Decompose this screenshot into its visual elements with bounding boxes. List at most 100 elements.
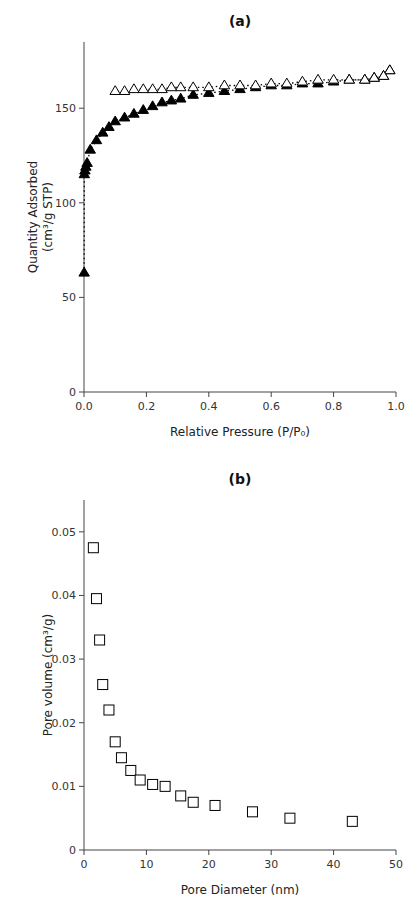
y-axis-line bbox=[84, 500, 85, 850]
x-tick-label: 1.0 bbox=[387, 400, 405, 413]
x-tick-label: 0.6 bbox=[262, 400, 280, 413]
y-tick bbox=[79, 392, 84, 393]
point bbox=[204, 82, 214, 91]
x-tick-label: 50 bbox=[389, 858, 403, 871]
y-tick-label: 0.04 bbox=[52, 589, 77, 602]
series-line bbox=[115, 70, 390, 91]
point bbox=[247, 807, 257, 817]
point bbox=[176, 791, 186, 801]
x-axis-line bbox=[84, 392, 396, 393]
x-tick-label: 10 bbox=[139, 858, 153, 871]
series bbox=[79, 65, 395, 276]
point bbox=[79, 267, 89, 276]
point bbox=[266, 78, 276, 87]
x-tick bbox=[208, 850, 209, 855]
point bbox=[297, 76, 307, 85]
point bbox=[110, 116, 120, 125]
point bbox=[147, 101, 157, 110]
point bbox=[166, 95, 176, 104]
y-tick bbox=[79, 297, 84, 298]
x-tick bbox=[146, 392, 147, 397]
point bbox=[360, 74, 370, 83]
x-tick bbox=[208, 392, 209, 397]
point bbox=[369, 72, 379, 81]
x-tick-label: 0.2 bbox=[138, 400, 156, 413]
y-tick bbox=[79, 531, 84, 532]
x-tick bbox=[333, 850, 334, 855]
y-tick-label: 50 bbox=[62, 291, 76, 304]
y-tick bbox=[79, 786, 84, 787]
x-tick-label: 20 bbox=[202, 858, 216, 871]
point bbox=[175, 93, 185, 102]
y-axis-label: Quantity Adsorbed(cm³/g STP) bbox=[26, 161, 55, 273]
x-axis-line bbox=[84, 850, 396, 851]
x-tick-label: 0 bbox=[81, 858, 88, 871]
point bbox=[157, 84, 167, 93]
point bbox=[148, 779, 158, 789]
point bbox=[235, 80, 245, 89]
point bbox=[347, 816, 357, 826]
y-tick-label: 0.02 bbox=[52, 717, 77, 730]
title: (a) bbox=[229, 13, 251, 29]
point bbox=[138, 84, 148, 93]
y-axis-label-line: (cm³/g STP) bbox=[41, 182, 55, 252]
panel: 0102030405000.010.020.030.040.05(b)Pore … bbox=[41, 471, 403, 897]
point bbox=[91, 594, 101, 604]
point bbox=[88, 543, 98, 553]
point bbox=[98, 680, 108, 690]
point bbox=[95, 635, 105, 645]
x-tick bbox=[396, 392, 397, 397]
x-tick bbox=[84, 392, 85, 397]
x-tick bbox=[396, 850, 397, 855]
x-tick-label: 0.4 bbox=[200, 400, 218, 413]
series-line bbox=[84, 70, 390, 272]
point bbox=[219, 80, 229, 89]
x-axis-label: Relative Pressure (P/P₀) bbox=[170, 425, 310, 439]
y-tick-label: 0.01 bbox=[52, 780, 77, 793]
point bbox=[104, 705, 114, 715]
point bbox=[135, 775, 145, 785]
point bbox=[126, 765, 136, 775]
x-tick bbox=[84, 850, 85, 855]
y-tick bbox=[79, 595, 84, 596]
point bbox=[210, 800, 220, 810]
y-axis-label-line: Pore volume (cm³/g) bbox=[41, 614, 55, 736]
x-tick-label: 0.8 bbox=[325, 400, 343, 413]
point bbox=[129, 108, 139, 117]
point bbox=[157, 97, 167, 106]
point bbox=[188, 797, 198, 807]
point bbox=[344, 74, 354, 83]
y-axis-label-line: Quantity Adsorbed bbox=[26, 161, 40, 273]
x-axis-label: Pore Diameter (nm) bbox=[181, 883, 300, 897]
point bbox=[313, 74, 323, 83]
y-tick-label: 0.03 bbox=[52, 653, 77, 666]
point bbox=[175, 82, 185, 91]
point bbox=[385, 65, 395, 74]
point bbox=[188, 82, 198, 91]
y-tick-label: 0 bbox=[69, 844, 76, 857]
point bbox=[119, 112, 129, 121]
y-axis-line bbox=[84, 42, 85, 392]
point bbox=[282, 78, 292, 87]
title: (b) bbox=[229, 471, 252, 487]
y-tick bbox=[79, 202, 84, 203]
point bbox=[110, 737, 120, 747]
series bbox=[88, 543, 357, 827]
point bbox=[110, 86, 120, 95]
figure: 0.00.20.40.60.81.0050100150(a)Relative P… bbox=[0, 0, 413, 915]
y-tick bbox=[79, 722, 84, 723]
plot-area bbox=[88, 543, 357, 827]
point bbox=[378, 71, 388, 80]
y-tick bbox=[79, 108, 84, 109]
point bbox=[116, 753, 126, 763]
point bbox=[250, 80, 260, 89]
x-tick bbox=[271, 392, 272, 397]
y-axis-label: Pore volume (cm³/g) bbox=[41, 614, 55, 736]
point bbox=[147, 84, 157, 93]
x-tick-label: 0.0 bbox=[75, 400, 93, 413]
point bbox=[129, 84, 139, 93]
y-tick bbox=[79, 850, 84, 851]
point bbox=[85, 144, 95, 153]
x-tick-label: 30 bbox=[264, 858, 278, 871]
point bbox=[285, 813, 295, 823]
